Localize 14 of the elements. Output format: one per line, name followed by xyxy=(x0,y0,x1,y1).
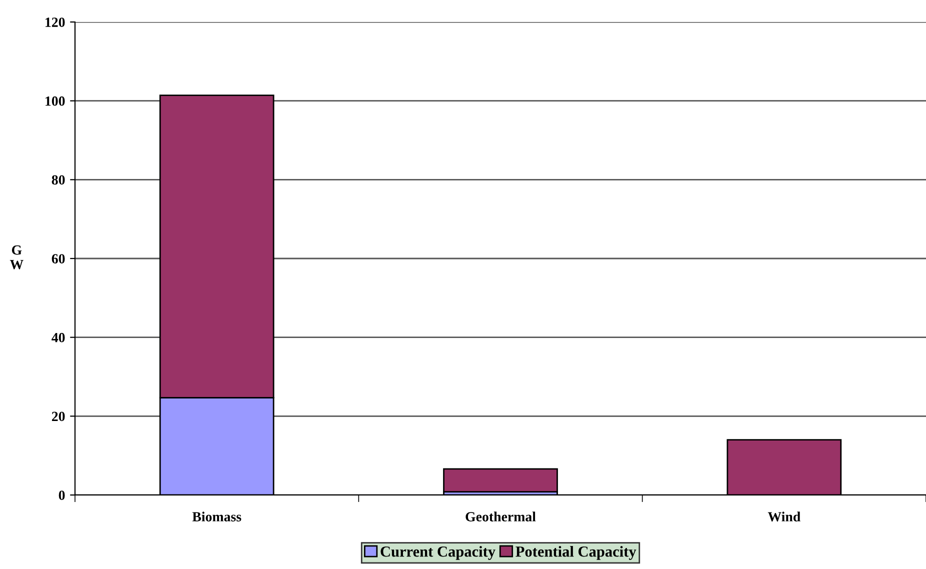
y-tick-label: 120 xyxy=(46,18,65,27)
x-tick-label: Biomass xyxy=(192,512,242,522)
x-tick-label: Wind xyxy=(768,512,800,522)
legend-label: Current Capacity xyxy=(380,546,496,560)
bar xyxy=(443,468,558,493)
y-tick-label: 40 xyxy=(52,332,65,342)
y-tick-label: 60 xyxy=(52,254,65,264)
y-tick-label: 0 xyxy=(58,490,65,500)
y-axis-title: G W xyxy=(10,245,24,270)
legend-label: Potential Capacity xyxy=(516,546,636,560)
y-tick-label: 20 xyxy=(52,412,65,422)
x-tick-label: Geothermal xyxy=(466,512,536,522)
y-tick-label: 80 xyxy=(52,175,65,185)
y-tick-label: 100 xyxy=(46,96,65,106)
